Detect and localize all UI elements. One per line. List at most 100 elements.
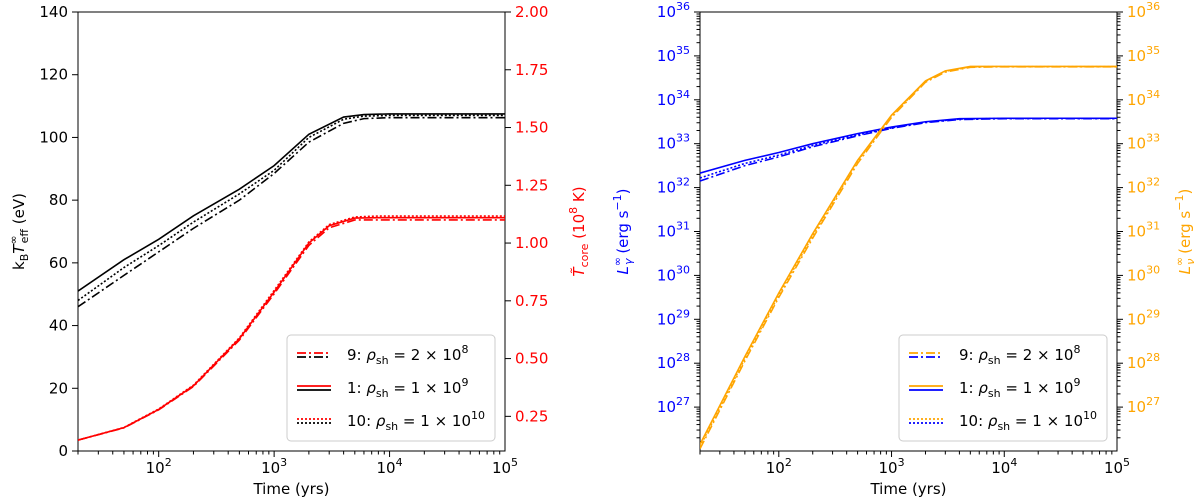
legend-entry-label: 10: ρsh = 1 × 1010 <box>347 409 485 433</box>
tick-exponent: 36 <box>676 0 690 13</box>
y-right-tick-label: 1035 <box>1127 44 1160 65</box>
legend-rho-sub: sh <box>997 420 1010 433</box>
x-tick-exponent: 4 <box>1010 456 1017 469</box>
y-right-tick-label: 0.25 <box>515 407 548 425</box>
legend-rho: ρ <box>978 346 988 364</box>
tick-exponent: 30 <box>1146 263 1160 276</box>
plot-frame <box>77 11 506 452</box>
x-tick-label: 103 <box>878 456 904 477</box>
label-unit-exp: −1 <box>1173 195 1186 211</box>
x-tick-exponent: 5 <box>1123 456 1130 469</box>
series-line-model-9-photon <box>700 117 1117 182</box>
y-right-tick-label: 2.00 <box>515 3 548 21</box>
legend-rho: ρ <box>376 412 386 430</box>
x-tick-base: 10 <box>492 459 511 477</box>
tick-base: 10 <box>657 354 676 372</box>
y-left-tick-label: 1034 <box>657 88 690 109</box>
y-left-axis-label: L∞γ (erg s−1) <box>611 189 635 275</box>
y-left-tick-label: 1036 <box>657 0 690 21</box>
legend-entry-label: 1: ρsh = 1 × 109 <box>347 376 468 400</box>
y-right-tick-label: 1030 <box>1127 263 1160 284</box>
x-tick-base: 10 <box>146 459 165 477</box>
right-chart: 1027102810291030103110321033103410351036… <box>611 0 1197 498</box>
tick-exponent: 31 <box>676 220 690 233</box>
legend-rho: ρ <box>366 346 376 364</box>
x-tick-base: 10 <box>991 459 1010 477</box>
tick-exponent: 33 <box>676 132 690 145</box>
tick-base: 10 <box>1127 135 1146 153</box>
tick-exponent: 36 <box>1146 0 1160 13</box>
tick-base: 10 <box>1127 223 1146 241</box>
left-chart: 0 20 40 60 80 100 120 140 0.25 0.50 0.75 1.00 1.25 1.… <box>7 3 591 498</box>
label-t-tilde: T̃ <box>569 266 588 277</box>
label-sup-inf: ∞ <box>1173 257 1186 266</box>
y-right-tick-label: 1036 <box>1127 0 1160 21</box>
tick-base: 10 <box>1127 3 1146 21</box>
x-tick-exponent: 2 <box>165 456 172 469</box>
x-tick-exponent: 3 <box>898 456 905 469</box>
tick-exponent: 29 <box>676 307 690 320</box>
legend-rho: ρ <box>366 379 376 397</box>
tick-base: 10 <box>1127 179 1146 197</box>
legend-eq: = 1 × 10 <box>389 379 462 397</box>
tick-exponent: 35 <box>1146 44 1160 57</box>
y-left-tick-label: 60 <box>49 254 68 272</box>
label-unit-end: ) <box>614 189 632 195</box>
y-right-tick-label: 1029 <box>1127 307 1160 328</box>
tick-base: 10 <box>1127 354 1146 372</box>
legend-exp: 9 <box>1073 376 1080 389</box>
y-right-tick-label: 1.00 <box>515 234 548 252</box>
tick-exponent: 27 <box>1146 395 1160 408</box>
y-left-tick-label: 1033 <box>657 132 690 153</box>
y-left-tick-label: 1028 <box>657 351 690 372</box>
x-tick-base: 10 <box>878 459 897 477</box>
legend-eq: = 1 × 10 <box>1010 412 1083 430</box>
y-left-tick-label: 20 <box>49 379 68 397</box>
y-right-tick-label: 1027 <box>1127 395 1160 416</box>
y-left-tick-label: 1035 <box>657 44 690 65</box>
y-right-tick-label: 1.50 <box>515 119 548 137</box>
y-left-tick-label: 140 <box>39 3 68 21</box>
tick-base: 10 <box>657 135 676 153</box>
label-l: L <box>614 266 632 274</box>
x-tick-label: 105 <box>1104 456 1130 477</box>
tick-base: 10 <box>1127 398 1146 416</box>
y-right-tick-label: 0.75 <box>515 292 548 310</box>
tick-base: 10 <box>657 266 676 284</box>
x-tick-base: 10 <box>377 459 396 477</box>
series-line-model-10-left <box>78 114 505 302</box>
y-left-tick-label: 100 <box>39 128 68 146</box>
tick-exponent: 28 <box>676 351 690 364</box>
series-line-model-10-photon <box>700 117 1117 179</box>
label-unit: (erg s <box>614 210 632 258</box>
x-tick-exponent: 4 <box>396 456 403 469</box>
tick-base: 10 <box>657 179 676 197</box>
tick-exponent: 28 <box>1146 351 1160 364</box>
label-sub-b: B <box>18 254 31 262</box>
tick-base: 10 <box>1127 47 1146 65</box>
tick-base: 10 <box>657 310 676 328</box>
y-left-tick-label: 1029 <box>657 307 690 328</box>
legend-rho: ρ <box>978 379 988 397</box>
label-sub-gamma: γ <box>622 258 635 265</box>
tick-exponent: 27 <box>676 395 690 408</box>
y-right-tick-label: 1.25 <box>515 176 548 194</box>
label-unit-end: ) <box>1176 189 1194 195</box>
label-unit: (10 <box>570 214 588 244</box>
legend-exp: 8 <box>461 343 468 356</box>
tick-base: 10 <box>657 47 676 65</box>
x-tick-label: 102 <box>766 456 792 477</box>
y-right-tick-label: 1034 <box>1127 88 1160 109</box>
legend-eq: = 1 × 10 <box>1001 379 1074 397</box>
legend-exp: 10 <box>471 409 485 422</box>
legend-rho: ρ <box>988 412 998 430</box>
tick-exponent: 32 <box>676 176 690 189</box>
series-line-model-10-right <box>78 215 505 441</box>
label-unit-end: K) <box>570 186 588 206</box>
legend-eq: = 2 × 10 <box>1001 346 1074 364</box>
legend-eq: = 1 × 10 <box>398 412 471 430</box>
label-sup-inf: ∞ <box>7 235 20 244</box>
x-tick-label: 102 <box>146 456 172 477</box>
label-sup-inf: ∞ <box>611 257 624 266</box>
tick-exponent: 33 <box>1146 132 1160 145</box>
